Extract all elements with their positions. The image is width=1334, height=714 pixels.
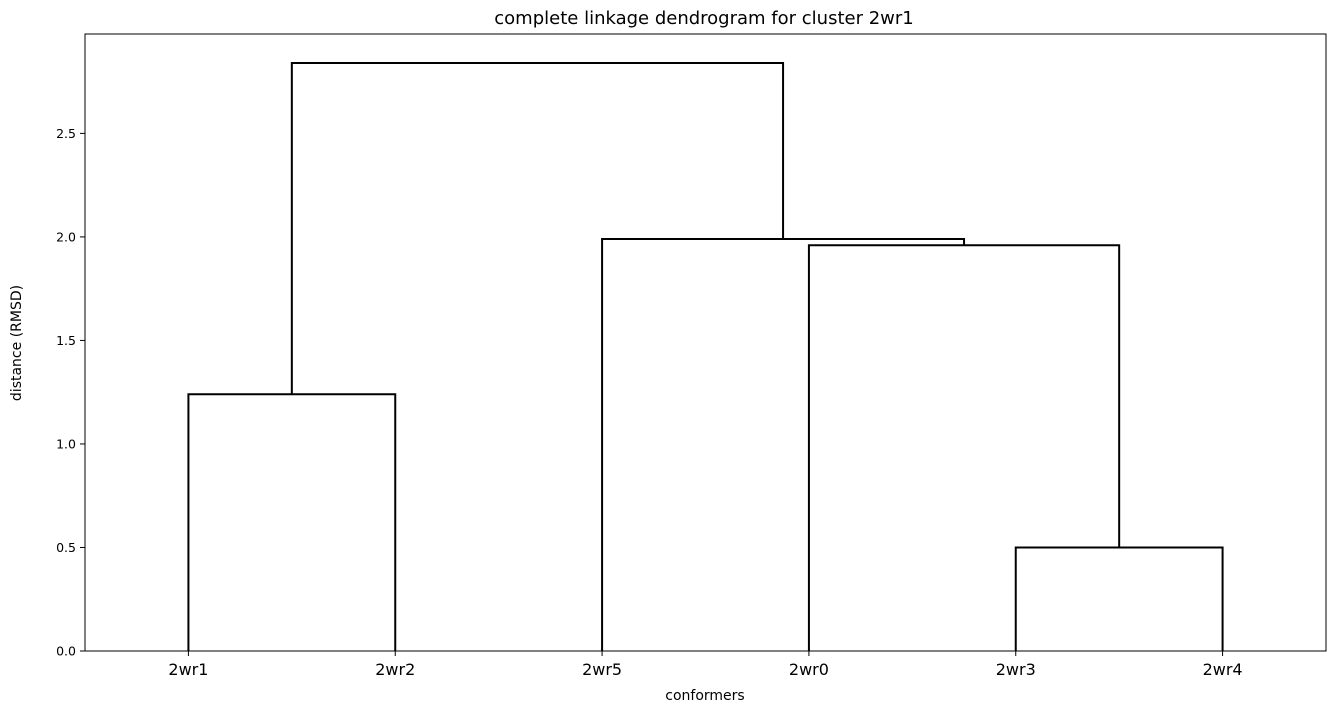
y-tick-label: 0.0 [56, 644, 76, 659]
link-c2 [1014, 546, 1224, 651]
y-tick-label: 0.5 [56, 540, 76, 555]
dendrogram-links [187, 61, 1224, 651]
y-tick-label: 1.0 [56, 436, 76, 451]
leaf-label-2wr2: 2wr2 [375, 660, 415, 679]
x-axis-ticks: 2wr1 2wr2 2wr5 2wr0 2wr3 2wr4 [168, 651, 1243, 679]
y-tick-label: 2.5 [56, 126, 76, 141]
link-c5 [290, 61, 785, 395]
y-axis-label: distance (RMSD) [9, 285, 25, 401]
plot-area: 0.00.51.01.52.02.5 2wr1 2wr2 2wr5 2wr0 2wr3 2… [56, 33, 1327, 679]
plot-frame [84, 33, 1327, 652]
leaf-label-2wr5: 2wr5 [582, 660, 622, 679]
leaf-label-2wr4: 2wr4 [1203, 660, 1243, 679]
y-tick-label: 1.5 [56, 333, 76, 348]
leaf-label-2wr0: 2wr0 [789, 660, 829, 679]
x-axis-label: conformers [665, 688, 744, 704]
link-c1 [187, 393, 397, 651]
y-tick-label: 2.0 [56, 229, 76, 244]
link-c4 [601, 237, 966, 651]
leaf-label-2wr3: 2wr3 [996, 660, 1036, 679]
leaf-label-2wr1: 2wr1 [168, 660, 208, 679]
y-axis-ticks: 0.0 0.5 1.0 1.5 2.0 2.5 [56, 126, 85, 659]
link-c3 [807, 244, 1121, 651]
chart-title: complete linkage dendrogram for cluster … [494, 8, 913, 29]
